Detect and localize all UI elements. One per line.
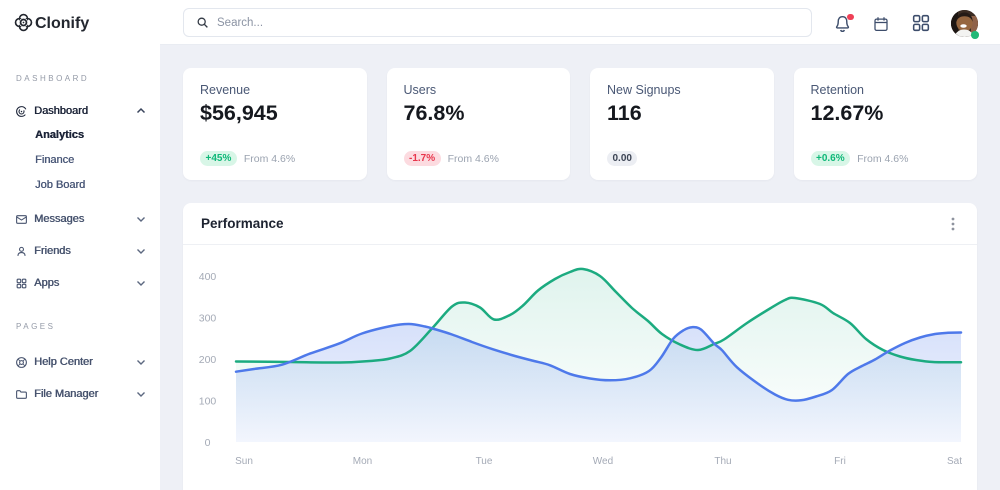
svg-text:Tue: Tue	[476, 456, 493, 467]
svg-text:300: 300	[199, 313, 217, 325]
svg-text:Thu: Thu	[714, 456, 731, 467]
svg-text:0: 0	[205, 437, 211, 449]
svg-text:200: 200	[199, 354, 217, 366]
svg-text:100: 100	[199, 396, 217, 408]
svg-text:Sat: Sat	[947, 456, 962, 467]
svg-text:400: 400	[199, 271, 217, 283]
svg-text:Wed: Wed	[593, 456, 613, 467]
svg-text:Sun: Sun	[235, 456, 253, 467]
svg-text:Fri: Fri	[834, 456, 846, 467]
svg-text:Mon: Mon	[353, 456, 372, 467]
